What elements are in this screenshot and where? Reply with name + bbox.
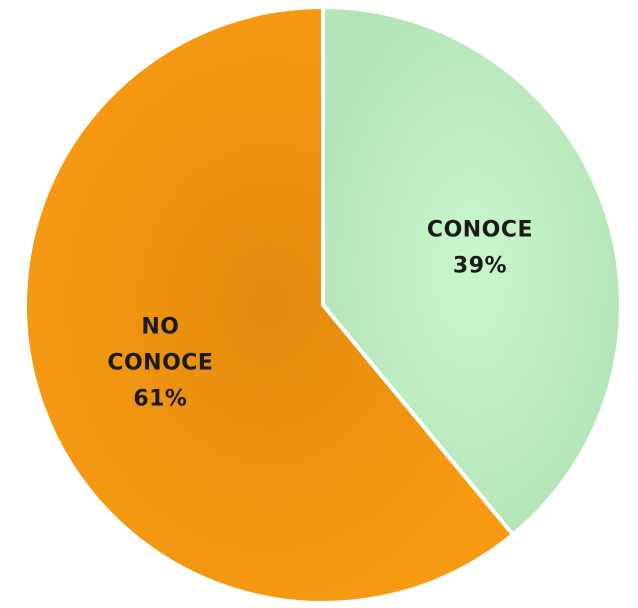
pie-labels: CONOCE 39% NO CONOCE 61% [107, 218, 533, 412]
data-label-conoce: CONOCE 39% [427, 218, 533, 279]
pie-slice-conoce [321, 5, 623, 537]
pie-slice-no-conoce [23, 5, 515, 605]
pie-slices [23, 5, 623, 605]
data-label-no-conoce: NO CONOCE 61% [107, 315, 213, 412]
